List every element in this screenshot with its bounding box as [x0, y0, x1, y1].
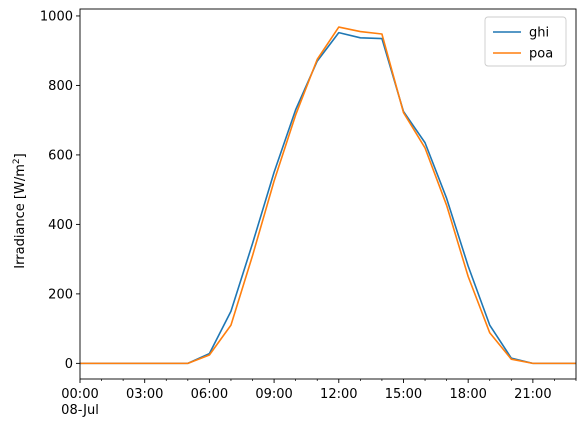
y-axis: 0 200 400 600 800 1000 — [40, 9, 80, 372]
series-line-poa — [80, 26, 576, 365]
y-tick-label: 1000 — [40, 9, 73, 24]
x-tick-label: 21:00 — [514, 387, 551, 402]
x-date-label: 08-Jul — [61, 403, 99, 418]
x-tick-label: 09:00 — [255, 387, 292, 402]
y-tick-label: 600 — [48, 148, 73, 163]
x-tick-label: 18:00 — [449, 387, 486, 402]
y-tick-label: 200 — [48, 287, 73, 302]
x-tick-label: 15:00 — [385, 387, 422, 402]
y-tick-label: 800 — [48, 79, 73, 94]
legend-box — [484, 16, 567, 67]
x-tick-label: 03:00 — [126, 387, 163, 402]
y-tick-label: 0 — [65, 357, 73, 372]
y-axis-label-superscript: 2 — [12, 158, 22, 164]
legend-label-poa: poa — [529, 47, 553, 62]
plot-frame — [79, 8, 577, 380]
series-line-ghi — [80, 31, 576, 365]
legend-label-ghi: ghi — [529, 26, 549, 41]
x-tick-label: 06:00 — [191, 387, 228, 402]
legend: ghi poa — [484, 16, 567, 67]
x-tick-label: 12:00 — [320, 387, 357, 402]
x-axis: 00:00 03:00 06:00 09:00 12:00 15:00 18:00 21:00… — [61, 379, 577, 418]
y-axis-label: Irradiance [W/m2] — [12, 153, 28, 268]
y-tick-label: 400 — [48, 218, 73, 233]
plot-area — [79, 8, 577, 380]
x-tick-label: 00:00 — [61, 387, 98, 402]
